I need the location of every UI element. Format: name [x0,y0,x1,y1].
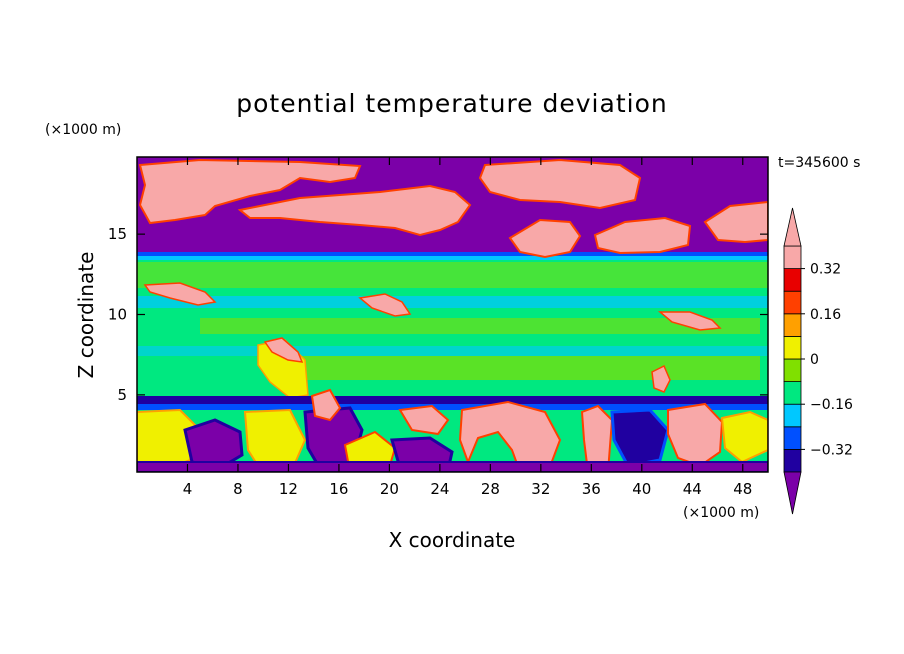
lower-cold-eddy [610,408,670,468]
x-axis-label: X coordinate [389,528,516,552]
upper-warm-patch [703,200,768,244]
colorbar-tick-label: 0.16 [810,307,841,323]
x-tick-label: 44 [683,480,702,498]
colorbar-segment [783,403,802,428]
colorbar: 0.32 0.16 0 −0.16 −0.32 [783,207,853,515]
x-tick-label: 32 [531,480,550,498]
x-tick-label: 36 [582,480,601,498]
x-tick-label: 8 [233,480,243,498]
colorbar-upper-extension [783,207,802,247]
upper-cyan-edge [137,256,768,260]
mid-warm-streak [143,282,217,306]
x-tick-label: 16 [329,480,348,498]
upper-warm-patch [138,158,362,225]
x-axis-ticks: 4 8 12 16 20 24 28 32 36 40 44 48 [183,157,752,498]
x-tick-label: 4 [183,480,193,498]
mid-green-band [200,318,760,334]
mid-warm-streak [358,293,412,317]
y-axis-ticks: 5 10 15 [108,225,768,404]
y-unit-label: (×1000 m) [45,122,121,138]
lower-warm-plume [580,404,614,472]
mid-warm-streak [651,364,671,393]
upper-warm-patch [478,158,642,210]
boundary-dark-band [137,396,768,404]
mid-cyan-band [137,346,768,356]
mid-cyan-band [137,296,768,308]
colorbar-segment [783,245,802,270]
chart-title: potential temperature deviation [236,89,667,118]
y-tick-label: 5 [117,386,127,404]
colorbar-segment [783,335,802,360]
mid-green-band [137,262,768,288]
lower-warm-region [398,404,450,436]
upper-blue-edge [137,252,768,258]
upper-warm-patch [508,218,582,259]
colorbar-segment [783,268,802,292]
colorbar-tick-label: −0.16 [810,397,853,413]
time-label: t=345600 s [778,155,860,171]
boundary-blue-band [137,404,768,410]
colorbar-segment [783,313,802,337]
x-unit-label: (×1000 m) [683,505,759,521]
colorbar-segment [783,358,802,383]
upper-warm-patch [593,216,692,255]
mid-warm-streak [657,311,722,331]
upper-warm-patch [237,184,472,237]
colorbar-segment [783,381,802,405]
lower-warm-region [720,410,768,464]
colorbar-tick-label: −0.32 [810,442,853,458]
mid-warm-streak [263,337,304,363]
y-tick-label: 10 [108,306,127,324]
x-tick-label: 48 [733,480,752,498]
x-tick-label: 20 [380,480,399,498]
colorbar-lower-extension [783,471,802,515]
y-tick-label: 15 [108,225,127,243]
x-tick-label: 24 [430,480,449,498]
lower-warm-region [137,408,202,472]
colorbar-segment [783,426,802,450]
lower-warm-region [310,388,342,422]
contour-field [137,157,768,472]
x-tick-label: 12 [279,480,298,498]
colorbar-tick-label: 0.32 [810,262,841,278]
x-tick-label: 28 [481,480,500,498]
colorbar-tick-label: 0 [810,352,819,368]
lower-cold-eddy [183,418,244,470]
x-tick-label: 40 [632,480,651,498]
colorbar-segment [783,290,802,315]
colorbar-segment [783,448,802,473]
mid-green-band [300,356,760,380]
lower-cold-eddy [137,461,768,472]
y-axis-label: Z coordinate [74,252,98,379]
lower-warm-plume [667,402,724,468]
